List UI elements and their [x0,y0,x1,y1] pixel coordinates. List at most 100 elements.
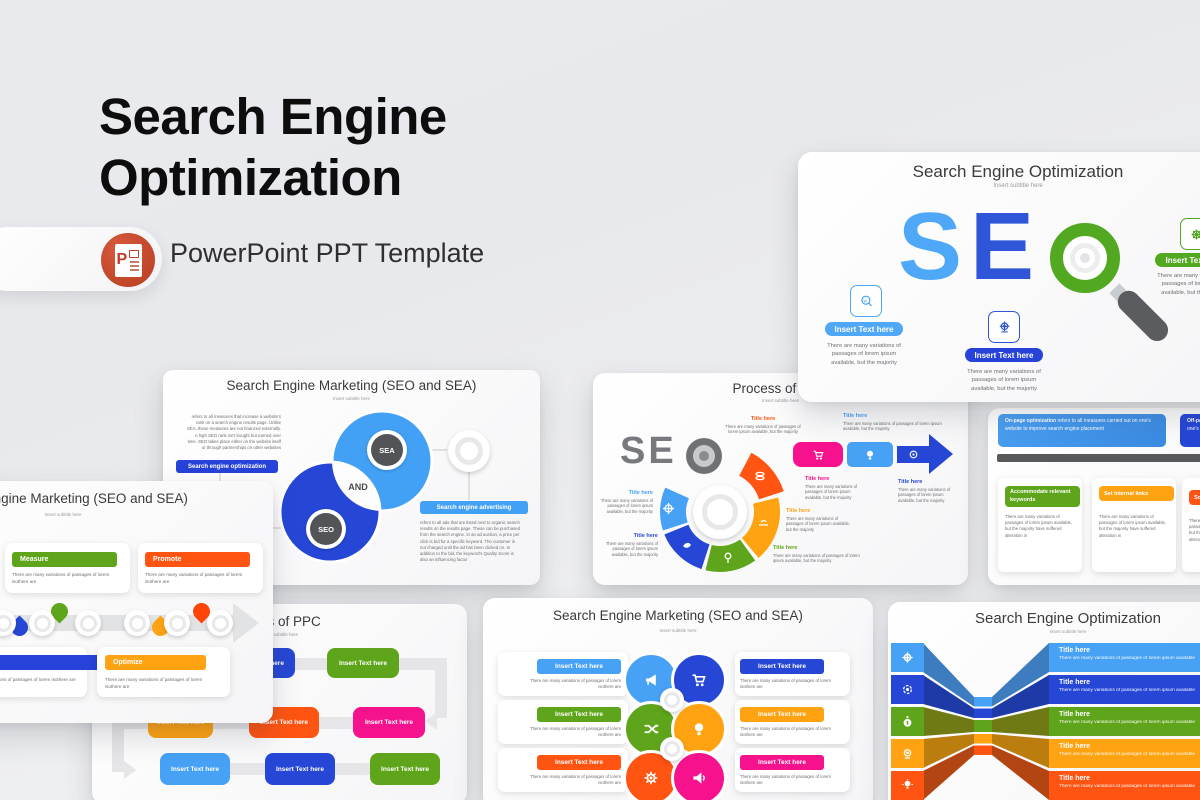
insert-text-pill[interactable]: Insert Text here [740,707,824,722]
target-rings [448,430,490,472]
slide-title: Search Engine Optimization [912,162,1124,181]
ppc-step[interactable]: Insert Text here [370,753,440,785]
flower-card-right: Insert Text here There are many variatio… [735,700,850,744]
gear-icon [663,503,674,514]
optimize-pill[interactable]: Optimize [105,655,206,670]
process-arrow-bar [897,446,929,463]
powerpoint-icon: P [101,233,155,287]
timeline-card: There are many variations of passages of… [0,647,106,697]
target-icon [909,450,917,459]
process-label: Title here There are many variations of … [773,545,860,564]
idea-hand-icon [901,779,914,789]
offpage-box: Off-page optimization refers to all meas… [1180,414,1200,447]
insert-text-pill[interactable]: Insert Text here [537,707,621,722]
card-header[interactable]: Set internal links [1099,486,1174,501]
pin-icon [724,552,732,560]
slide-title: Search Engine Marketing (SEO and SEA) [553,608,803,623]
card-header[interactable]: Social media [1189,490,1200,505]
process-label: Title here There are many variations of … [786,508,850,533]
rocket-icon [683,542,691,548]
flower-card-right: Insert Text here There are many variatio… [735,748,850,792]
sea-button[interactable]: Search engine advertising [420,501,528,514]
card-body: There are many variations of passages of… [1189,518,1200,542]
process-label: Title here There are many variations of … [843,413,942,432]
slide-process: Process of SEO Insert subtitle here SE [593,373,968,585]
slide-subtitle: Insert subtitle here [1049,629,1087,634]
flower-circle [671,750,727,800]
hand-coin-icon [759,519,768,526]
ppc-step[interactable]: Insert Text here [265,753,335,785]
venn-sea-badge: SEA [367,430,407,470]
insert-text-pill[interactable]: Insert Text here [537,755,621,770]
slide-title: Search Engine Optimization [975,610,1161,627]
timeline-node [164,610,190,636]
promote-pill[interactable]: Promote [145,552,250,567]
funnel-icon-box [891,739,924,768]
flow-arrow-left [425,712,437,730]
gear-refresh-icon [902,684,913,695]
flower-card-left: Insert Text here There are many variatio… [498,652,628,696]
flow-connector [319,717,353,729]
insert-text-pill[interactable]: Insert Text here [537,659,621,674]
insert-text-pill[interactable]: Insert Text here [825,322,903,336]
process-label: Title here There are many variations of … [605,533,658,558]
seo-gray-o [686,438,722,474]
gear-icon [902,652,913,663]
money-bag-icon [903,716,912,727]
powerpoint-p-glyph: P [116,250,128,268]
timeline-node [0,610,16,636]
process-step-box-pink [793,442,843,467]
flow-arrow-right [124,761,136,779]
slide-timeline: Search Engine Marketing (SEO and SEA) In… [0,481,273,723]
process-label: Title here There are many variations of … [725,416,801,435]
gear-icon [644,771,658,785]
insert-text-pill[interactable]: Insert Text here [1155,253,1200,267]
page-title-line2: Optimization [99,149,402,206]
ppc-step[interactable]: Insert Text here [327,648,399,678]
insert-text-pill[interactable]: Insert Text here [965,348,1043,362]
seo-button[interactable]: Search engine optimization [176,460,278,473]
venn-and-label: AND [348,482,368,492]
flower-knob [660,737,684,761]
ppc-step[interactable]: Insert Text here [353,707,425,738]
funnel-icon-box [891,675,924,704]
measure-pill[interactable]: Measure [12,552,117,567]
slide-title: Search Engine Marketing (SEO and SEA) [226,378,477,393]
slide-hero: Search Engine Optimization Insert subtit… [798,152,1200,402]
megaphone-icon [646,674,656,686]
flow-connector [230,763,265,775]
timeline-pill-blue[interactable] [0,655,106,670]
timeline-node [124,610,150,636]
funnel-ribbons [923,643,1049,800]
keyword-search-icon: w [860,295,872,306]
hero-letter-e: E [970,193,1035,300]
funnel-icon-box [891,643,924,672]
hero-icon-box [988,311,1020,343]
ppc-step[interactable]: Insert Text here [160,753,230,785]
flower-card-right: Insert Text here There are many variatio… [735,652,850,696]
venn-seo-badge: SEO [306,509,346,549]
funnel-bar: Title here There are many variations of … [1049,739,1200,768]
gear-badge-icon [1191,229,1200,239]
coins-icon [755,471,765,477]
card-header[interactable]: Accommodate relevant keywords [1005,486,1080,507]
cart-icon [692,674,706,687]
insert-text-pill[interactable]: Insert Text here [740,755,824,770]
slide-funnel: Search Engine Optimization Insert subtit… [888,602,1200,800]
page-subtitle: PowerPoint PPT Template [170,238,485,268]
funnel-icon-box [891,707,924,736]
seo-paragraph: refers to all measures that increase a w… [186,414,281,451]
timeline-card: Promote There are many variations of pas… [138,543,263,593]
bulb-icon [694,723,704,736]
hero-icon-box [1180,218,1200,250]
magnifier-glass [1050,223,1120,293]
coins-icon [755,475,765,481]
slide-subtitle: Insert subtitle here [332,396,371,401]
card-body: There are many variations of passages of… [1099,514,1167,538]
process-center-target [693,485,747,539]
insert-text-pill[interactable]: Insert Text here [740,659,824,674]
slide-onpage: On-page optimization refers to all measu… [988,408,1200,585]
bulb-gear-icon [903,749,912,759]
flow-connector [435,658,447,718]
process-arrow-head [929,434,953,474]
